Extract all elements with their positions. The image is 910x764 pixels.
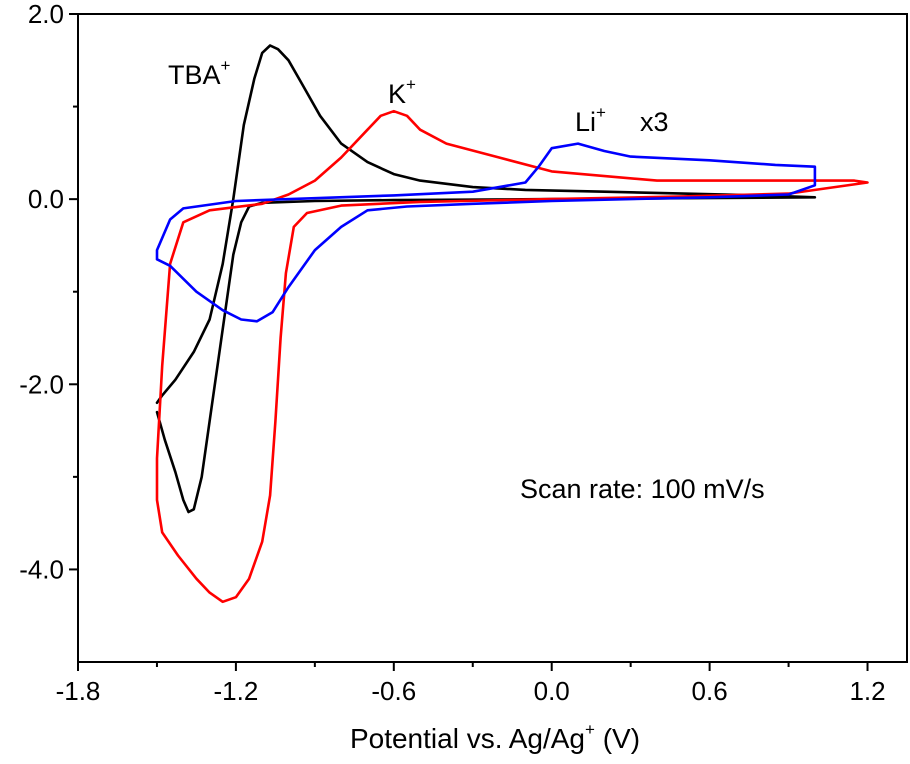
annotation-k: K+ — [388, 75, 416, 109]
x-axis-title: Potential vs. Ag/Ag+ (V) — [350, 720, 640, 754]
annotation-li-scale: x3 — [640, 107, 669, 137]
series-line-1 — [155, 109, 869, 604]
x-tick-label: -1.8 — [56, 676, 101, 706]
x-tick-label: -1.2 — [213, 676, 258, 706]
series-line-0 — [155, 44, 817, 514]
y-tick-label: 0.0 — [28, 184, 64, 214]
x-tick-label: -0.6 — [371, 676, 416, 706]
x-tick-label: 0.0 — [534, 676, 570, 706]
y-tick-label: -4.0 — [19, 554, 64, 584]
annotation-li: Li+ — [575, 103, 606, 137]
series-line-2 — [155, 142, 817, 323]
x-tick-label: 1.2 — [849, 676, 885, 706]
x-tick-label: 0.6 — [692, 676, 728, 706]
annotation-scan-rate: Scan rate: 100 mV/s — [520, 474, 765, 504]
x-ticks-group: -1.8 -1.2 -0.6 0.0 0.6 1.2 — [56, 662, 886, 706]
annotation-tba: TBA+ — [168, 56, 231, 90]
traces-group — [155, 44, 869, 604]
y-tick-label: 2.0 — [28, 0, 64, 29]
plot-frame — [77, 13, 908, 663]
y-ticks-group: 2.0 0.0 -2.0 -4.0 — [19, 0, 78, 584]
y-tick-label: -2.0 — [19, 369, 64, 399]
